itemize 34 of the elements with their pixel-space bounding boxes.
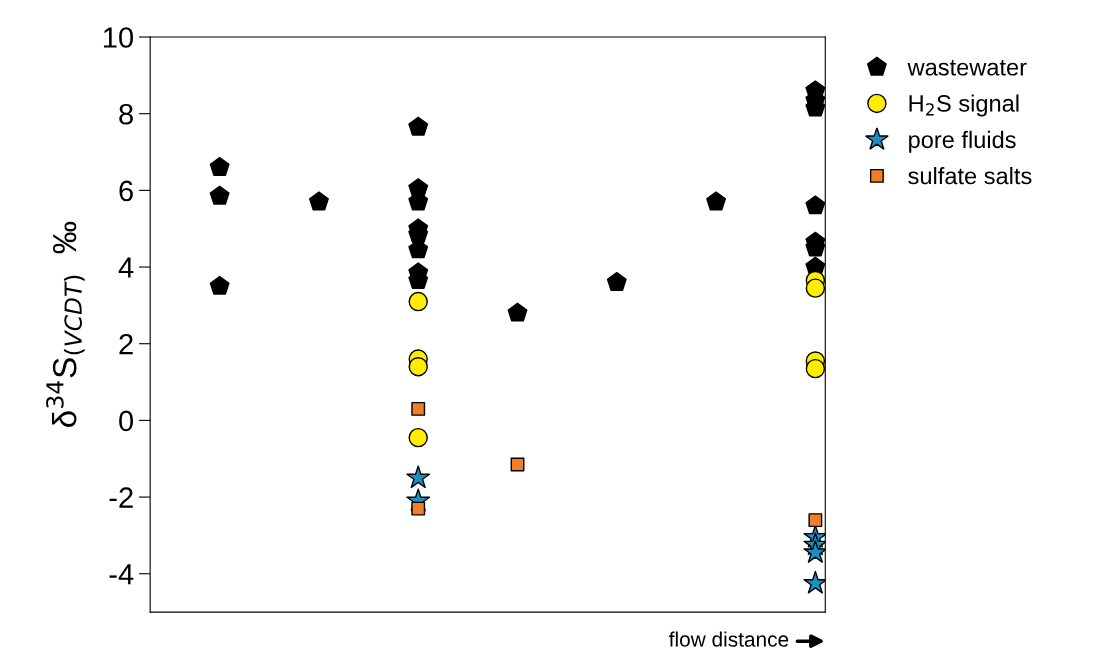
point: [803, 570, 826, 594]
point: [408, 356, 428, 377]
legend-label: pore fluids: [909, 130, 1016, 153]
point: [411, 501, 426, 516]
point: [411, 401, 426, 416]
point: [805, 195, 826, 215]
point: [808, 513, 823, 528]
point: [209, 275, 230, 295]
y-tick-label: -2: [109, 487, 133, 508]
point: [706, 191, 727, 211]
legend-label: sulfate salts: [908, 166, 1032, 185]
legend-label: H$_{2}$S signal: [909, 94, 1019, 117]
y-tick-label: -4: [109, 564, 134, 585]
point: [805, 278, 826, 298]
point: [805, 358, 826, 379]
point: [606, 271, 627, 291]
legend-label: wastewater: [907, 60, 1027, 76]
y-axis-title: δ$^{34}$S$_{(VCDT)}$ ‰: [46, 221, 85, 427]
point: [406, 465, 431, 489]
y-tick-label: 8: [119, 103, 133, 125]
point: [408, 291, 428, 312]
point: [209, 185, 230, 205]
point: [408, 427, 428, 448]
y-tick-label: 4: [118, 257, 134, 278]
x-axis-title: flow distance: [668, 631, 789, 647]
y-tick-label: 0: [119, 410, 134, 432]
point: [408, 116, 429, 136]
y-tick-label: 6: [119, 180, 133, 202]
y-tick-label: 2: [119, 333, 133, 355]
point: [308, 191, 329, 211]
point: [209, 156, 230, 176]
y-tick-label: 10: [103, 27, 134, 48]
point: [803, 540, 826, 563]
point: [507, 302, 528, 322]
